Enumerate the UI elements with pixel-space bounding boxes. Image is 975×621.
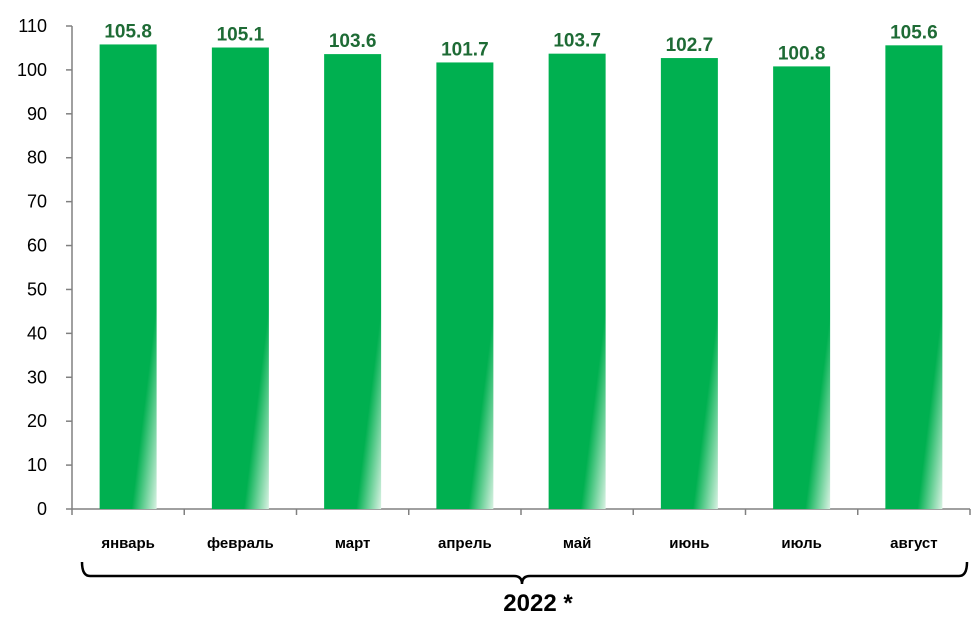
data-label: 101.7 <box>441 39 489 60</box>
y-tick-label: 50 <box>27 279 47 299</box>
x-tick-label: август <box>890 535 937 552</box>
bar-7 <box>885 45 943 509</box>
y-tick-label: 40 <box>27 323 47 343</box>
x-tick-label: февраль <box>207 535 274 552</box>
y-tick-label: 60 <box>27 236 47 256</box>
year-label: 2022 * <box>503 590 573 617</box>
bar-2 <box>324 54 382 510</box>
bar-5 <box>660 58 718 509</box>
data-label: 105.8 <box>104 21 152 42</box>
bars <box>99 44 943 510</box>
y-tick-label: 90 <box>27 104 47 124</box>
y-tick-label: 70 <box>27 192 47 212</box>
data-label: 102.7 <box>666 35 714 56</box>
y-tick-label: 10 <box>27 455 47 475</box>
bar-6 <box>773 66 831 509</box>
bar-0 <box>99 44 157 509</box>
x-tick-label: июнь <box>669 535 709 552</box>
y-tick-label: 80 <box>27 148 47 168</box>
bar-4 <box>548 53 606 510</box>
y-tick-label: 110 <box>18 16 47 36</box>
bar-3 <box>436 62 494 509</box>
data-label: 105.1 <box>217 25 265 46</box>
y-tick-label: 0 <box>37 499 47 519</box>
axes <box>66 25 971 515</box>
data-label: 105.6 <box>890 22 938 43</box>
x-tick-label: март <box>335 535 371 552</box>
y-tick-label: 30 <box>27 367 47 387</box>
x-tick-label: май <box>563 535 591 552</box>
y-tick-labels: 0 10 20 30 40 50 60 70 80 90 100 110 <box>17 16 47 519</box>
x-tick-label: июль <box>781 535 821 552</box>
year-brace <box>80 561 969 585</box>
x-tick-labels: январь февраль март апрель май июнь июль август <box>101 535 937 552</box>
data-label: 100.8 <box>778 43 826 64</box>
data-label: 103.6 <box>329 31 377 52</box>
data-label: 103.7 <box>553 31 601 52</box>
bar-1 <box>211 47 269 510</box>
y-tick-label: 20 <box>27 411 47 431</box>
y-tick-label: 100 <box>17 60 47 80</box>
data-labels: 105.8 105.1 103.6 101.7 103.7 102.7 100.8 105.6 <box>104 21 937 64</box>
x-tick-label: апрель <box>438 535 492 552</box>
x-tick-label: январь <box>101 535 155 552</box>
